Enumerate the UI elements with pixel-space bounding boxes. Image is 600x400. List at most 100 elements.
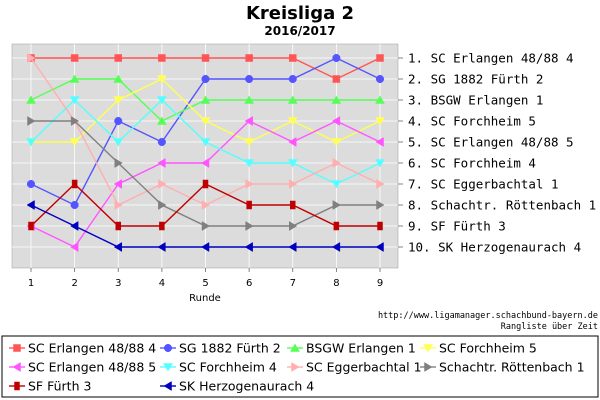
data-point-sg-1882-fuerth-2 — [375, 74, 385, 84]
data-point-sc-erlangen-48-88-5 — [375, 137, 384, 147]
data-point-sc-forchheim-5 — [69, 138, 80, 147]
x-tick-label: 4 — [159, 278, 165, 289]
data-point-sc-eggerbachtal-1 — [201, 200, 210, 210]
x-tick-label: 1 — [28, 278, 34, 289]
data-point-sc-forchheim-4 — [113, 138, 124, 147]
legend-label-sf-fuerth-3: SF Fürth 3 — [28, 379, 91, 394]
legend-marker-sc-forchheim-4 — [163, 363, 173, 372]
data-point-sc-erlangen-48-88-5 — [288, 137, 297, 147]
legend-marker-sg-1882-fuerth-2 — [163, 343, 173, 353]
legend-label-sk-herzogenaurach-4: SK Herzogenaurach 4 — [179, 379, 314, 394]
legend-marker-sc-erlangen-48-88-4 — [13, 344, 21, 352]
data-point-sc-eggerbachtal-1 — [376, 179, 385, 189]
rank-label: 9. SF Fürth 3 — [408, 219, 506, 234]
data-point-sc-erlangen-48-88-4 — [70, 54, 79, 62]
data-point-sc-erlangen-48-88-4 — [158, 54, 166, 62]
legend-marker-sc-forchheim-5 — [423, 344, 433, 353]
data-point-sg-1882-fuerth-2 — [114, 116, 123, 126]
data-point-sc-forchheim-4 — [156, 96, 167, 105]
data-point-sc-erlangen-48-88-5 — [244, 116, 253, 126]
data-point-sc-forchheim-4 — [375, 159, 385, 168]
legend-label-sc-forchheim-4: SC Forchheim 4 — [179, 360, 277, 375]
rank-label: 6. SC Forchheim 4 — [408, 156, 536, 171]
data-point-bsgw-erlangen-1 — [69, 74, 80, 83]
legend-marker-sc-erlangen-48-88-5 — [12, 362, 21, 372]
rank-label: 1. SC Erlangen 48/88 4 — [408, 51, 574, 66]
data-point-sk-herzogenaurach-4 — [375, 242, 384, 252]
legend-item-sg-1882-fuerth-2: SG 1882 Fürth 2 — [160, 341, 281, 356]
x-tick-label: 8 — [333, 278, 339, 289]
data-point-sf-fuerth-3 — [333, 221, 340, 231]
data-point-sc-erlangen-48-88-4 — [376, 54, 384, 62]
data-point-sc-erlangen-48-88-5 — [113, 179, 122, 189]
legend-marker-bsgw-erlangen-1 — [290, 343, 300, 352]
data-point-sf-fuerth-3 — [159, 221, 165, 231]
data-point-bsgw-erlangen-1 — [244, 95, 255, 104]
series-bsgw-erlangen-1 — [26, 74, 385, 125]
series-layer — [26, 53, 385, 252]
data-point-sc-erlangen-48-88-4 — [114, 54, 122, 62]
series-schachtr-roettenbach-1 — [27, 116, 385, 231]
data-point-sf-fuerth-3 — [290, 200, 296, 210]
data-point-sg-1882-fuerth-2 — [26, 179, 36, 189]
data-point-bsgw-erlangen-1 — [375, 95, 385, 104]
x-tick-label: 3 — [115, 278, 121, 289]
data-point-sf-fuerth-3 — [71, 179, 78, 189]
data-point-schachtr-roettenbach-1 — [289, 221, 298, 231]
legend-item-sc-eggerbachtal-1: SC Eggerbachtal 1 — [287, 360, 422, 375]
data-point-sc-erlangen-48-88-5 — [157, 158, 166, 168]
legend-item-sf-fuerth-3: SF Fürth 3 — [9, 379, 91, 394]
data-point-sg-1882-fuerth-2 — [332, 53, 341, 63]
data-point-sf-fuerth-3 — [202, 179, 209, 189]
data-point-sk-herzogenaurach-4 — [201, 242, 210, 252]
data-point-sc-erlangen-48-88-4 — [289, 54, 297, 62]
data-point-bsgw-erlangen-1 — [287, 95, 298, 104]
data-point-sk-herzogenaurach-4 — [288, 242, 297, 252]
data-point-sk-herzogenaurach-4 — [70, 221, 79, 231]
rank-label: 8. Schachtr. Röttenbach 1 — [408, 198, 596, 213]
data-point-sc-erlangen-48-88-5 — [201, 158, 210, 168]
chart-title: Kreisliga 2 — [246, 3, 354, 24]
data-point-sc-eggerbachtal-1 — [27, 53, 36, 63]
legend-item-sc-forchheim-4: SC Forchheim 4 — [160, 360, 277, 375]
data-point-sc-forchheim-5 — [200, 117, 211, 126]
legend-label-sc-eggerbachtal-1: SC Eggerbachtal 1 — [306, 360, 422, 375]
data-point-sf-fuerth-3 — [246, 200, 252, 210]
rank-label: 3. BSGW Erlangen 1 — [408, 93, 543, 108]
data-point-sc-forchheim-5 — [287, 117, 298, 126]
rank-axis: 1. SC Erlangen 48/88 4 2. SG 1882 Fürth 2… — [398, 51, 596, 255]
data-point-bsgw-erlangen-1 — [331, 95, 342, 104]
data-point-sc-eggerbachtal-1 — [289, 179, 298, 189]
data-point-sg-1882-fuerth-2 — [70, 200, 79, 210]
data-point-sc-forchheim-4 — [244, 159, 255, 168]
data-point-sc-forchheim-5 — [156, 75, 167, 84]
data-point-schachtr-roettenbach-1 — [245, 221, 254, 231]
chart-subtitle: 2016/2017 — [264, 24, 335, 38]
data-point-sc-eggerbachtal-1 — [114, 200, 123, 210]
data-point-sc-forchheim-4 — [287, 159, 298, 168]
data-point-sf-fuerth-3 — [115, 221, 121, 231]
x-axis: 1 2 3 4 5 6 7 8 9 — [28, 268, 383, 289]
data-point-bsgw-erlangen-1 — [113, 74, 124, 83]
data-point-sc-erlangen-48-88-5 — [70, 242, 79, 252]
source-url[interactable]: http://www.ligamanager.schachbund-bayern… — [378, 311, 598, 321]
data-point-sc-forchheim-4 — [331, 180, 342, 189]
data-point-sk-herzogenaurach-4 — [113, 242, 122, 252]
data-point-schachtr-roettenbach-1 — [27, 116, 36, 126]
legend-marker-schachtr-roettenbach-1 — [424, 362, 433, 372]
data-point-sk-herzogenaurach-4 — [26, 200, 35, 210]
data-point-schachtr-roettenbach-1 — [332, 200, 341, 210]
data-point-sc-eggerbachtal-1 — [245, 179, 254, 189]
data-point-sc-forchheim-4 — [200, 138, 211, 147]
data-point-sc-forchheim-4 — [26, 138, 36, 147]
x-tick-label: 6 — [246, 278, 252, 289]
data-point-schachtr-roettenbach-1 — [70, 116, 80, 126]
x-axis-label: Runde — [189, 293, 221, 304]
series-sc-erlangen-48-88-5 — [26, 116, 384, 252]
legend-label-sc-erlangen-48-88-5: SC Erlangen 48/88 5 — [28, 360, 156, 375]
rank-label: 4. SC Forchheim 5 — [408, 114, 536, 129]
x-tick-label: 9 — [377, 278, 383, 289]
rank-label: 5. SC Erlangen 48/88 5 — [408, 135, 574, 150]
x-tick-label: 5 — [202, 278, 208, 289]
data-point-bsgw-erlangen-1 — [156, 116, 167, 125]
